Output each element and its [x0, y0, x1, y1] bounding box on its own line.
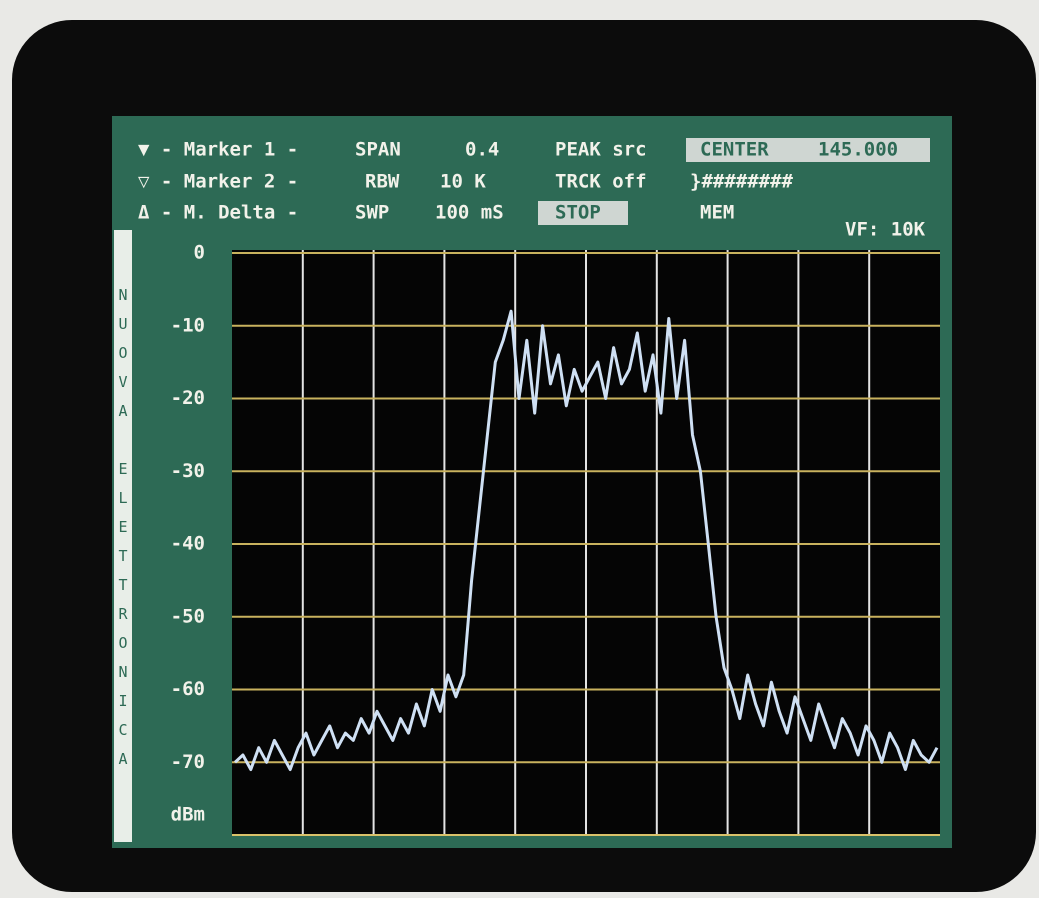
y-tick-label: -60: [171, 678, 205, 700]
y-tick-label: 0: [194, 242, 205, 264]
side-strip: [114, 230, 132, 842]
spectrum-trace: [233, 309, 939, 771]
rbw-label: RBW: [365, 171, 400, 193]
y-tick-label: -30: [171, 460, 205, 482]
sweep-value: 100 mS: [435, 202, 504, 224]
marker-2: ▽ - Marker 2 -: [138, 171, 298, 193]
rbw-value: 10 K: [440, 171, 486, 193]
mem-label: MEM: [700, 202, 734, 224]
track-mode: TRCK off: [555, 171, 647, 193]
peak-mode: PEAK src: [555, 139, 647, 161]
marker-delta: Δ - M. Delta -: [138, 202, 298, 224]
center-label: CENTER: [700, 139, 769, 161]
y-tick-label: -50: [171, 605, 205, 627]
stop-label: STOP: [555, 202, 601, 224]
center-box: [686, 138, 930, 162]
y-unit: dBm: [171, 804, 205, 826]
sweep-label: SWP: [355, 202, 389, 224]
status: }########: [690, 171, 794, 193]
span-label: SPAN: [355, 139, 401, 161]
center-value: 145.000: [818, 139, 898, 161]
vertical-grid: [301, 250, 871, 835]
span-value: 0.4: [465, 139, 499, 161]
y-tick-label: -70: [171, 751, 205, 773]
y-tick-label: -40: [171, 533, 205, 555]
stop-box: [538, 201, 628, 225]
side-label: NUOVA ELETTRONICA: [114, 285, 132, 779]
y-tick-label: -10: [171, 314, 205, 336]
y-tick-label: -20: [171, 387, 205, 409]
marker-1: ▼ - Marker 1 -: [138, 139, 298, 161]
vf-label: VF: 10K: [845, 219, 926, 241]
